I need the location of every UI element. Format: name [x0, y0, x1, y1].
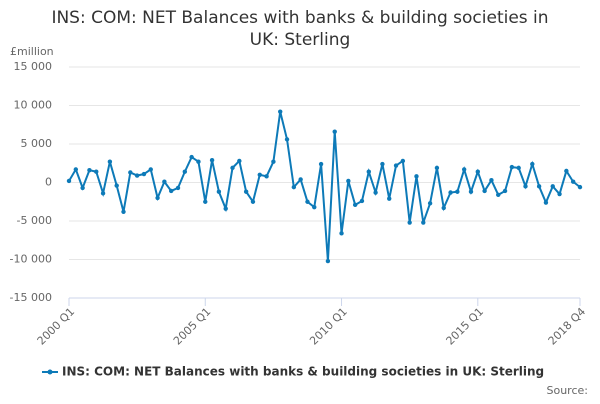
point — [577, 184, 583, 190]
point — [332, 129, 337, 134]
point — [87, 167, 92, 173]
point — [325, 258, 331, 264]
point — [427, 201, 433, 206]
point — [223, 206, 228, 211]
point — [318, 161, 324, 167]
point — [312, 204, 317, 210]
point — [564, 168, 569, 174]
point — [209, 157, 215, 163]
x-tick-label: 2018 Q4 — [546, 305, 589, 348]
point — [284, 137, 290, 142]
series-line — [68, 111, 581, 262]
point — [482, 188, 487, 194]
y-unit: £million — [10, 45, 54, 58]
source: Source: — [547, 384, 589, 397]
point — [134, 173, 140, 178]
chart-title-line: UK: Sterling — [250, 30, 351, 50]
point — [339, 231, 344, 236]
point — [291, 184, 297, 190]
y-tick-label: -10 000 — [10, 253, 52, 266]
point — [421, 220, 426, 225]
point — [414, 174, 419, 179]
point — [121, 209, 126, 214]
point — [155, 195, 160, 201]
point — [407, 220, 412, 225]
point — [543, 200, 549, 205]
point — [400, 158, 406, 164]
point — [455, 189, 460, 194]
point — [182, 169, 188, 174]
point — [107, 159, 113, 164]
y-tick-label: 10 000 — [14, 99, 53, 112]
point — [230, 165, 235, 171]
point — [73, 167, 79, 172]
x-tick-label: 2005 Q1 — [171, 305, 214, 348]
x-tick-label: 2000 Q1 — [35, 305, 78, 348]
point — [237, 158, 242, 164]
y-tick-label: 0 — [45, 176, 52, 189]
point — [80, 185, 85, 191]
point — [550, 184, 555, 189]
point — [468, 189, 474, 194]
point — [243, 189, 249, 194]
point — [66, 178, 72, 184]
point — [448, 190, 453, 195]
point — [530, 161, 535, 167]
point — [373, 190, 378, 195]
point — [536, 184, 542, 189]
point — [557, 191, 562, 197]
point — [169, 188, 174, 194]
point — [387, 196, 392, 201]
point — [509, 164, 515, 170]
point — [128, 170, 133, 175]
point — [359, 198, 365, 204]
point — [189, 154, 194, 160]
point — [175, 185, 181, 191]
point — [475, 169, 480, 174]
y-tick-label: -5 000 — [17, 214, 52, 227]
y-tick-label: 15 000 — [14, 60, 53, 73]
point — [570, 179, 576, 184]
point — [346, 178, 351, 184]
point — [489, 177, 494, 183]
point — [380, 161, 385, 167]
point — [502, 188, 508, 194]
y-tick-label: -15 000 — [10, 291, 52, 304]
point — [271, 159, 276, 164]
point — [114, 183, 119, 188]
legend-marker — [47, 369, 53, 375]
x-tick-label: 2015 Q1 — [444, 305, 487, 348]
y-tick-label: 5 000 — [21, 137, 53, 150]
point — [94, 169, 99, 174]
point — [352, 202, 358, 208]
x-tick-label: 2010 Q1 — [307, 305, 350, 348]
point — [148, 167, 153, 172]
point — [366, 169, 371, 174]
point — [250, 199, 256, 204]
point — [203, 199, 208, 204]
chart-title-line: INS: COM: NET Balances with banks & buil… — [51, 8, 548, 28]
point — [393, 163, 399, 168]
point — [496, 192, 501, 198]
point — [141, 171, 147, 177]
point — [461, 167, 467, 172]
legend-label: INS: COM: NET Balances with banks & buil… — [62, 365, 544, 379]
point — [516, 165, 521, 171]
point — [100, 191, 106, 196]
point — [216, 189, 222, 194]
point — [162, 179, 167, 184]
point — [434, 165, 440, 171]
point — [305, 199, 310, 204]
point — [523, 184, 528, 189]
point — [298, 177, 303, 182]
point — [257, 172, 262, 177]
point — [264, 174, 269, 179]
point — [196, 159, 201, 164]
point — [441, 205, 446, 211]
point — [278, 109, 283, 114]
